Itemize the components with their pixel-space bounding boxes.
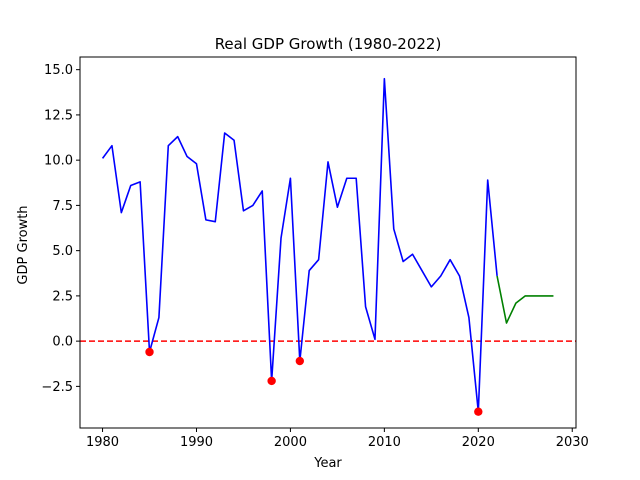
negative-growth-point xyxy=(295,356,305,366)
forecast-line xyxy=(496,275,554,324)
y-tick-label: 10.0 xyxy=(44,154,73,169)
chart-title: Real GDP Growth (1980-2022) xyxy=(215,35,442,53)
negative-growth-point xyxy=(474,407,483,416)
y-tick-label: 7.5 xyxy=(52,199,73,214)
x-tick-label: 2020 xyxy=(462,435,495,450)
y-axis-label: GDP Growth xyxy=(16,205,31,284)
x-axis: 1980 1990 2000 2010 2020 2030 xyxy=(86,428,589,450)
x-tick-label: 2010 xyxy=(368,435,401,450)
y-tick-label: 5.0 xyxy=(52,244,73,259)
y-tick-label: 2.5 xyxy=(52,289,73,304)
x-tick-label: 2000 xyxy=(274,435,307,450)
x-tick-label: 1980 xyxy=(86,435,119,450)
negative-growth-point xyxy=(267,376,276,386)
y-axis: −2.5 0.0 2.5 5.0 7.5 10.0 12.5 15.0 xyxy=(41,63,80,395)
y-tick-label: 0.0 xyxy=(52,335,73,350)
x-axis-label: Year xyxy=(313,456,342,471)
negative-growth-point xyxy=(145,347,154,357)
y-tick-label: −2.5 xyxy=(41,380,73,395)
x-tick-label: 2030 xyxy=(556,435,589,450)
x-tick-label: 1990 xyxy=(180,435,213,450)
plot-frame xyxy=(79,56,577,429)
y-tick-label: 15.0 xyxy=(44,63,73,78)
plot-area xyxy=(80,77,576,416)
y-tick-label: 12.5 xyxy=(44,108,73,123)
